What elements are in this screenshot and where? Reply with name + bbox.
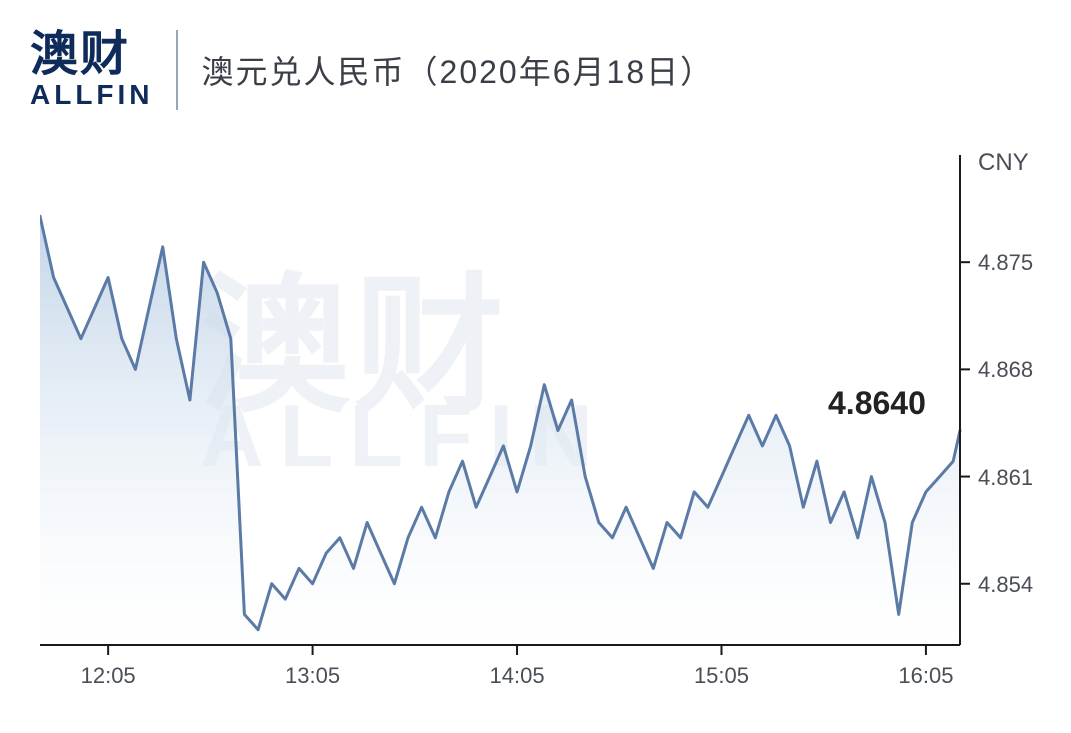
x-tick-label: 14:05 (490, 663, 545, 689)
currency-label: CNY (978, 149, 1029, 177)
header: 澳财 ALLFIN 澳元兑人民币（2020年6月18日） (30, 30, 714, 110)
page-root: 澳财 ALLFIN 澳元兑人民币（2020年6月18日） 澳财 ALLFIN C… (0, 0, 1071, 733)
x-tick-label: 12:05 (81, 663, 136, 689)
x-tick-label: 15:05 (694, 663, 749, 689)
x-tick-label: 16:05 (898, 663, 953, 689)
x-tick-label: 13:05 (285, 663, 340, 689)
y-tick-label: 4.854 (978, 572, 1033, 598)
chart-title: 澳元兑人民币（2020年6月18日） (202, 47, 715, 93)
area-fill (40, 216, 960, 645)
y-tick-label: 4.861 (978, 465, 1033, 491)
logo-en-text: ALLFIN (30, 81, 154, 109)
header-divider (176, 30, 178, 110)
last-value-label: 4.8640 (828, 385, 926, 422)
y-tick-label: 4.868 (978, 357, 1033, 383)
logo-cn-text: 澳财 (30, 31, 154, 79)
logo: 澳财 ALLFIN (30, 31, 154, 109)
chart-svg (40, 155, 1035, 700)
y-tick-label: 4.875 (978, 250, 1033, 276)
chart-container: 澳财 ALLFIN CNY 4.8640 4.8544.8614.8684.87… (40, 155, 1035, 700)
